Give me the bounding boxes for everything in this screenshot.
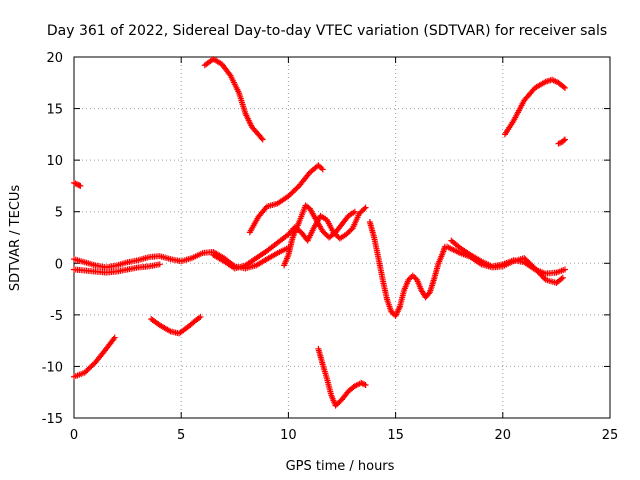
data-point	[560, 137, 567, 144]
data-point	[530, 264, 537, 271]
x-tick-label: 25	[602, 428, 619, 443]
data-point	[77, 182, 84, 189]
data-point	[560, 83, 567, 90]
data-point	[197, 313, 204, 320]
series-s3	[71, 244, 292, 272]
y-tick-label: 0	[55, 257, 63, 272]
data-point	[111, 334, 118, 341]
series-s9	[281, 202, 358, 269]
y-axis-label: SDTVAR / TECUs	[8, 185, 23, 292]
data-point	[156, 261, 163, 268]
series-s4	[71, 334, 118, 380]
data-point	[319, 166, 326, 173]
series-s8	[210, 204, 369, 272]
series-s13	[444, 243, 566, 286]
y-tick-label: 5	[55, 206, 63, 221]
y-tick-label: 10	[46, 154, 63, 169]
data-point	[316, 163, 323, 170]
series-s11	[366, 219, 448, 319]
y-tick-label: 15	[46, 103, 63, 118]
data-point	[351, 208, 358, 215]
y-tick-label: -5	[50, 309, 63, 324]
x-tick-label: 5	[177, 428, 185, 443]
x-tick-label: 15	[387, 428, 404, 443]
plot-frame	[73, 56, 611, 419]
series-s1	[71, 179, 84, 189]
data-point	[558, 275, 565, 282]
x-tick-label: 10	[280, 428, 297, 443]
data-point	[361, 205, 368, 212]
x-tick-label: 0	[70, 428, 78, 443]
series-s6	[201, 56, 266, 143]
series-s14	[501, 76, 568, 138]
data-point	[561, 136, 568, 143]
series-s10	[315, 345, 369, 409]
y-tick-label: -10	[42, 360, 63, 375]
series-s2	[71, 261, 163, 276]
series-s5	[148, 313, 204, 337]
series-s7	[246, 162, 326, 236]
data-points	[71, 56, 568, 409]
data-point	[411, 274, 418, 281]
data-point	[361, 381, 368, 388]
data-point	[362, 381, 369, 388]
x-axis-label: GPS time / hours	[286, 459, 395, 474]
data-point	[258, 135, 265, 142]
data-point	[259, 136, 266, 143]
series-s12	[448, 237, 568, 277]
data-point	[348, 226, 355, 233]
data-point	[561, 266, 568, 273]
series-s15	[555, 136, 568, 147]
grid	[74, 57, 610, 418]
y-tick-label: 20	[46, 51, 63, 66]
x-tick-label: 20	[495, 428, 512, 443]
data-point	[561, 84, 568, 91]
chart-title: Day 361 of 2022, Sidereal Day-to-day VTE…	[47, 23, 607, 39]
data-point	[559, 274, 566, 281]
data-point	[362, 204, 369, 211]
data-point	[409, 272, 416, 279]
data-point	[359, 380, 366, 387]
y-tick-label: -15	[42, 412, 63, 427]
